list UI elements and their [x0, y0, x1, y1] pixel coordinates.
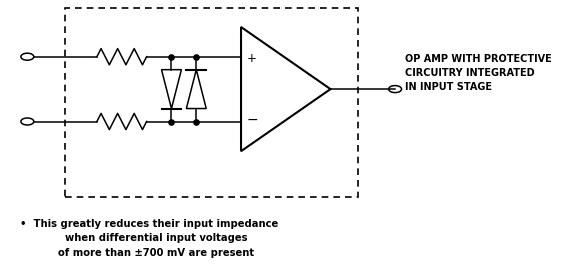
Text: •  This greatly reduces their input impedance
    when differential input voltag: • This greatly reduces their input imped… [20, 219, 278, 258]
Text: OP AMP WITH PROTECTIVE
CIRCUITRY INTEGRATED
IN INPUT STAGE: OP AMP WITH PROTECTIVE CIRCUITRY INTEGRA… [405, 53, 552, 92]
Text: +: + [247, 52, 257, 65]
Text: −: − [246, 113, 258, 127]
